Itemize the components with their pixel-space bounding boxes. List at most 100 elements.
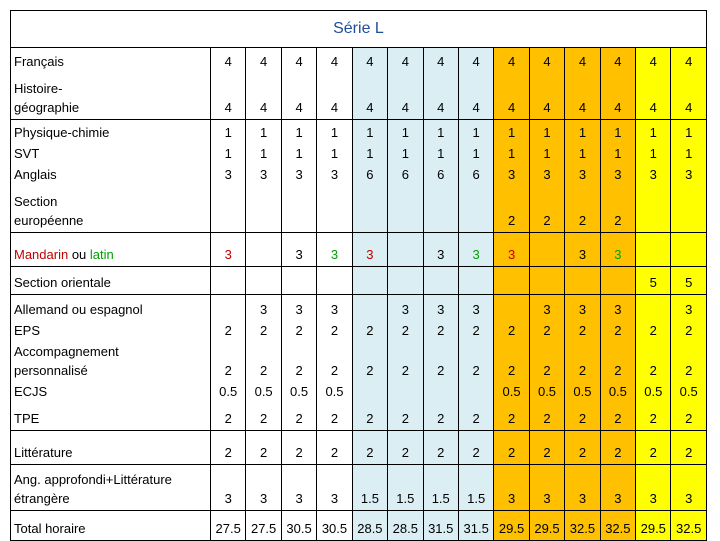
value-cell: 4	[457, 72, 495, 120]
hours-value: 3	[330, 247, 339, 262]
label-line: personnalisé	[14, 362, 88, 378]
label-line: ECJS	[14, 383, 48, 399]
hours-value: 2	[543, 362, 551, 378]
value-cell: 4	[351, 72, 389, 120]
hours-value: 2	[224, 362, 232, 378]
value-cell: 2	[280, 341, 318, 382]
hours-value: 28.5	[392, 521, 418, 536]
value-cell: 2	[670, 430, 707, 465]
hours-value: 3	[649, 491, 657, 506]
hours-value: 2	[330, 322, 339, 338]
hours-value: 29.5	[498, 521, 525, 536]
value-cell: 2	[528, 185, 566, 233]
value-cell: 32.5	[564, 510, 601, 541]
value-cell: 4	[245, 47, 282, 73]
value-cell: 2	[670, 320, 707, 342]
hours-value: 32.5	[569, 521, 596, 536]
hours-value: 2	[649, 322, 657, 338]
value-cell: 0.5	[280, 381, 318, 403]
hours-value: 2	[401, 445, 409, 460]
label-line: Ang. approfondi+Littérature	[14, 472, 172, 487]
value-cell: 31.5	[457, 510, 495, 541]
value-cell: 1	[387, 119, 424, 144]
row-label: Section orientale	[10, 266, 211, 295]
label-line: Accompagnement	[14, 343, 119, 359]
value-cell	[209, 294, 247, 321]
label-line: SVT	[14, 145, 40, 161]
table-row: Section européenne 2 2 2 2	[10, 185, 707, 233]
hours-value: 2	[507, 322, 516, 338]
value-cell: 2	[245, 341, 282, 382]
hours-value: 3	[507, 166, 516, 182]
hours-value: 3	[578, 166, 587, 182]
value-cell: 3	[316, 464, 353, 511]
value-cell	[670, 232, 707, 267]
hours-value: 4	[507, 100, 516, 115]
hours-value: 1.5	[431, 491, 450, 506]
hours-value: 31.5	[463, 521, 489, 536]
hours-value: 0.5	[325, 383, 344, 399]
value-cell: 2	[422, 320, 459, 342]
value-cell: 3	[493, 464, 530, 511]
hours-value: 2	[437, 411, 445, 426]
value-cell: 3	[670, 294, 707, 321]
value-cell: 4	[670, 72, 707, 120]
hours-value: 2	[472, 362, 480, 378]
value-cell: 4	[493, 47, 530, 73]
value-cell: 3	[457, 294, 495, 321]
label-line: géographie	[14, 100, 80, 115]
value-cell	[635, 185, 672, 233]
label-line: Section orientale	[14, 275, 111, 290]
value-cell: 2	[457, 402, 495, 431]
hours-value: 32.5	[676, 521, 702, 536]
table-row: Français 4 4 4 4 4 4 4 4 4 4 4 4 4 4	[10, 47, 707, 73]
hours-value: 2	[295, 322, 303, 338]
value-cell: 3	[564, 294, 601, 321]
value-cell: 3	[528, 294, 566, 321]
value-cell: 1.5	[387, 464, 424, 511]
hours-value: 3	[578, 491, 587, 506]
value-cell: 4	[599, 47, 637, 73]
hours-value: 0.5	[290, 383, 309, 399]
value-cell: 2	[528, 402, 566, 431]
value-cell: 2	[564, 185, 601, 233]
row-label: Mandarin ou latin	[10, 232, 211, 267]
hours-value: 2	[685, 411, 693, 426]
value-cell	[387, 185, 424, 233]
value-cell: 2	[599, 341, 637, 382]
value-cell: 0.5	[670, 381, 707, 403]
value-cell: 2	[245, 402, 282, 431]
value-cell: 3	[316, 164, 353, 186]
table-row: TPE 2 2 2 2 2 2 2 2 2 2 2 2 2 2	[10, 402, 707, 431]
value-cell: 2	[564, 402, 601, 431]
hours-value: 4	[224, 53, 232, 69]
value-cell	[493, 266, 530, 295]
hours-value: 2	[578, 213, 587, 228]
value-cell: 4	[280, 72, 318, 120]
value-cell	[316, 185, 353, 233]
row-label: TPE	[10, 402, 211, 431]
value-cell: 2	[209, 341, 247, 382]
value-cell: 4	[209, 72, 247, 120]
hours-value: 2	[614, 213, 622, 228]
value-cell: 2	[351, 402, 389, 431]
value-cell: 2	[493, 341, 530, 382]
hours-value: 4	[578, 53, 587, 69]
value-cell	[635, 232, 672, 267]
hours-value: 3	[543, 301, 551, 317]
hours-value: 1	[401, 145, 409, 161]
hours-value: 3	[401, 301, 409, 317]
hours-value: 1.5	[396, 491, 415, 506]
value-cell: 2	[422, 341, 459, 382]
value-cell: 4	[635, 72, 672, 120]
hours-value: 32.5	[605, 521, 631, 536]
value-cell	[209, 266, 247, 295]
hours-value: 1	[649, 124, 657, 140]
value-cell: 3	[599, 294, 637, 321]
label-line: EPS	[14, 322, 41, 338]
value-cell: 29.5	[635, 510, 672, 541]
hours-value: 1	[330, 124, 339, 140]
value-cell	[316, 266, 353, 295]
table-wrap: Série L Français 4 4 4 4 4 4 4 4 4 4 4 4 4 4 Histoire-g…	[10, 10, 707, 541]
hours-value: 4	[437, 100, 445, 115]
